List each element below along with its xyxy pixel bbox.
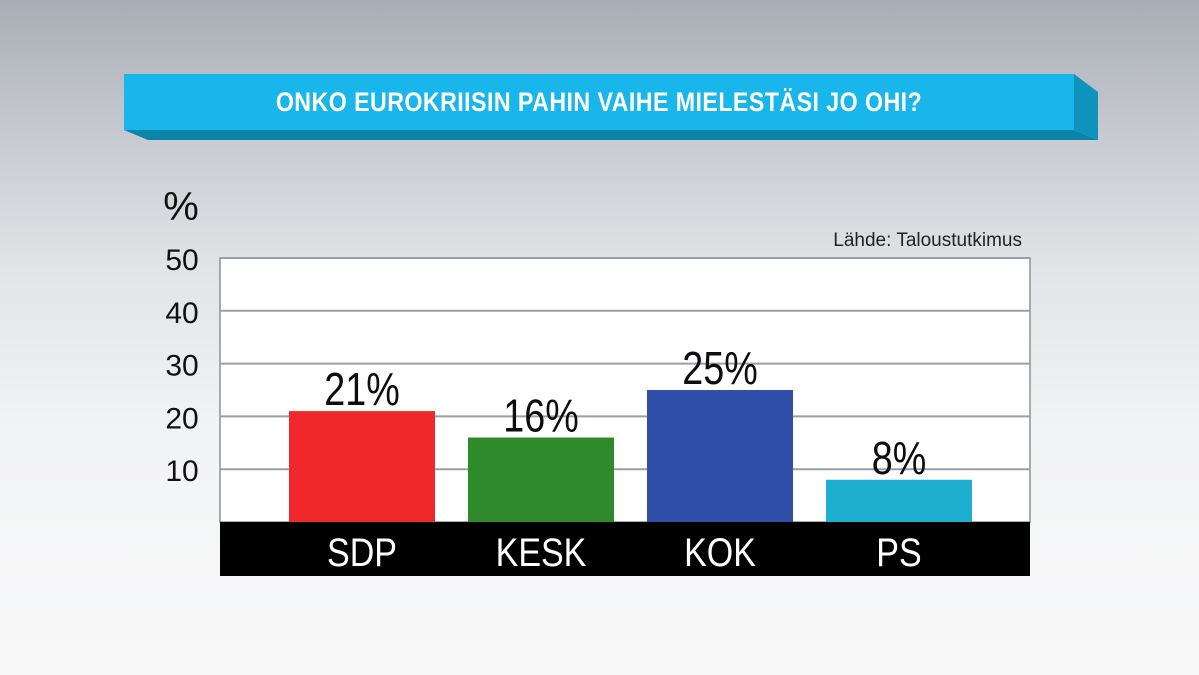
value-label-sdp: 21% [324, 364, 399, 415]
y-tick-label-10: 10 [165, 455, 198, 488]
category-label-kok: KOK [684, 529, 756, 574]
bar-kok [647, 390, 793, 522]
y-axis-label: % [163, 185, 199, 229]
category-label-kesk: KESK [496, 529, 587, 574]
category-label-ps: PS [876, 529, 921, 574]
category-label-sdp: SDP [327, 529, 397, 574]
source-note: Lähde: Taloustutkimus [833, 230, 1022, 251]
title-banner [124, 74, 1098, 140]
plot-area: 10 20 30 40 50 21% SDP 16% KESK 25% KOK 8% PS [165, 244, 1031, 576]
bar-ps [826, 479, 972, 522]
value-label-kesk: 16% [503, 390, 578, 441]
y-tick-label-20: 20 [165, 402, 198, 435]
value-label-kok: 25% [682, 342, 757, 393]
y-tick-label-30: 30 [165, 350, 198, 383]
title-banner-face [124, 74, 1074, 130]
bar-sdp [289, 411, 435, 522]
title-banner-side [1074, 74, 1098, 140]
x-axis-band [220, 522, 1030, 576]
y-tick-label-50: 50 [165, 244, 198, 277]
value-label-ps: 8% [872, 432, 927, 483]
bar-kesk [468, 437, 614, 522]
chart-title: ONKO EUROKRIISIN PAHIN VAIHE MIELESTÄSI … [275, 87, 923, 117]
y-tick-label-40: 40 [165, 297, 198, 330]
title-banner-shadow [124, 130, 1098, 140]
